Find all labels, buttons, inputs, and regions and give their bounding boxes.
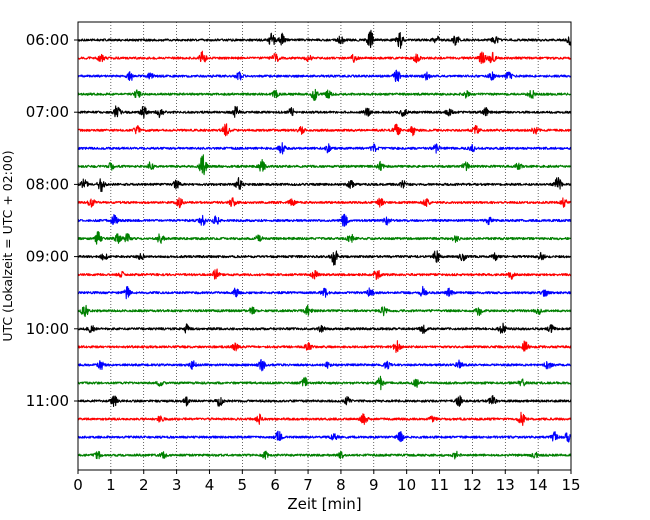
trace-line	[77, 411, 572, 426]
trace-line	[77, 231, 572, 245]
x-tick-label: 9	[369, 476, 379, 494]
trace-line	[77, 304, 572, 318]
trace-line	[77, 375, 572, 391]
y-tick-label: 06:00	[26, 31, 69, 49]
x-tick-label: 10	[397, 476, 416, 494]
plot-background	[78, 22, 571, 470]
y-tick-label: 07:00	[26, 103, 69, 121]
trace-line	[77, 50, 572, 65]
trace-line	[77, 394, 572, 407]
y-axis-ticks: 06:00 07:00 08:00 09:00 10:00 11:00	[26, 31, 78, 410]
trace-line	[77, 29, 572, 49]
x-tick-label: 8	[336, 476, 346, 494]
y-tick-label: 11:00	[26, 392, 69, 410]
x-tick-label: 11	[430, 476, 449, 494]
trace-line	[77, 142, 572, 155]
trace-line	[77, 123, 572, 137]
x-tick-label: 4	[205, 476, 215, 494]
trace-line	[77, 268, 572, 281]
x-tick-label: 0	[73, 476, 83, 494]
x-tick-label: 15	[561, 476, 580, 494]
trace-line	[77, 322, 572, 334]
x-axis-label: Zeit [min]	[287, 495, 361, 513]
y-axis-label: UTC (Lokalzeit = UTC + 02:00)	[0, 150, 15, 341]
x-tick-label: 7	[303, 476, 313, 494]
trace-line	[77, 176, 572, 193]
x-tick-label: 13	[496, 476, 515, 494]
trace-line	[77, 197, 572, 209]
trace-line	[77, 69, 572, 83]
trace-line	[77, 213, 572, 227]
trace-line	[77, 105, 572, 119]
trace-line	[77, 340, 572, 353]
x-tick-label: 2	[139, 476, 149, 494]
trace-line	[77, 88, 572, 101]
y-tick-label: 10:00	[26, 320, 69, 338]
traces-group	[77, 29, 572, 460]
trace-line	[77, 359, 572, 372]
y-tick-label: 08:00	[26, 175, 69, 193]
x-tick-label: 3	[172, 476, 182, 494]
x-tick-label: 12	[463, 476, 482, 494]
trace-line	[77, 430, 572, 443]
x-tick-label: 14	[529, 476, 548, 494]
trace-line	[77, 250, 572, 266]
trace-line	[77, 154, 572, 176]
y-tick-label: 09:00	[26, 248, 69, 266]
x-axis-ticks: 0 1 2 3 4 5 6 7 8 9 10 11 12 13 14 15	[73, 470, 581, 494]
x-tick-label: 1	[106, 476, 116, 494]
plot-frame	[77, 21, 572, 471]
trace-line	[77, 450, 572, 460]
x-tick-label: 6	[270, 476, 280, 494]
trace-line	[77, 285, 572, 300]
x-tick-label: 5	[238, 476, 248, 494]
